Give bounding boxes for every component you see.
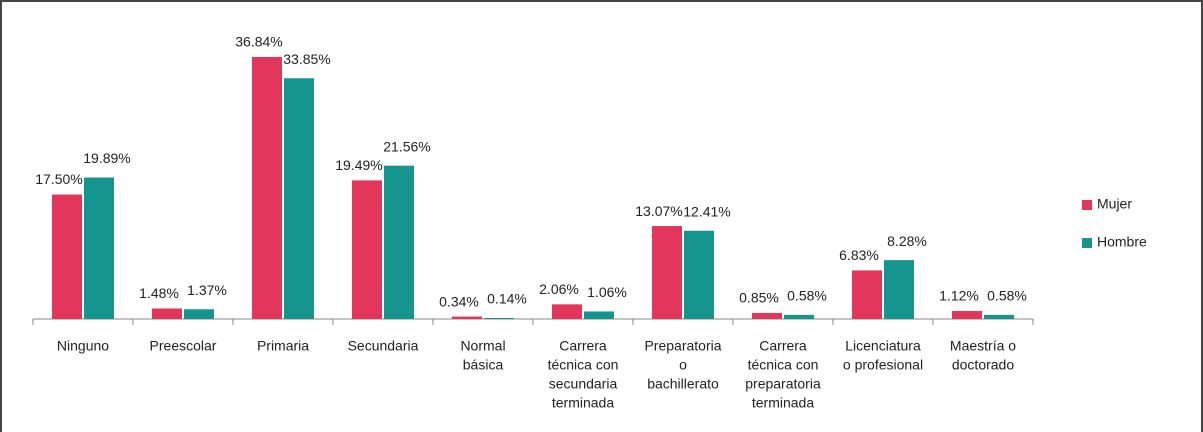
x-tick-label: o	[679, 357, 687, 373]
value-label: 8.28%	[887, 233, 927, 249]
value-label: 1.37%	[187, 282, 227, 298]
x-tick-label: Carrera	[559, 338, 607, 354]
bar	[784, 314, 814, 319]
x-tick-label: terminada	[752, 395, 814, 411]
value-label: 0.14%	[487, 291, 527, 307]
x-tick-label: técnica con	[548, 357, 619, 373]
value-label: 12.41%	[683, 203, 730, 219]
value-label: 0.58%	[787, 288, 827, 304]
value-label: 17.50%	[35, 171, 82, 187]
bar	[984, 314, 1014, 319]
bar	[184, 309, 214, 319]
value-label: 0.58%	[987, 288, 1027, 304]
bar	[284, 78, 314, 319]
value-label: 33.85%	[283, 51, 330, 67]
x-tick-label: básica	[463, 357, 504, 373]
value-label: 21.56%	[383, 138, 430, 154]
x-tick-label: Secundaria	[348, 338, 419, 354]
x-tick-label: Ninguno	[57, 338, 109, 354]
bar	[652, 226, 682, 319]
bar	[584, 311, 614, 319]
bar	[384, 165, 414, 319]
bar	[452, 316, 482, 319]
value-label: 36.84%	[235, 34, 282, 50]
value-label: 0.34%	[439, 293, 479, 309]
x-tick-label: o profesional	[843, 357, 923, 373]
bar	[52, 194, 82, 319]
bar	[352, 180, 382, 319]
legend-swatch	[1082, 200, 1092, 210]
x-tick-label: Carrera	[759, 338, 807, 354]
x-tick-label: Maestría o	[950, 338, 1016, 354]
x-tick-label: Licenciatura	[845, 338, 921, 354]
value-label: 1.12%	[939, 288, 979, 304]
bar	[684, 230, 714, 319]
bar	[484, 318, 514, 319]
bar	[752, 312, 782, 319]
bar	[852, 270, 882, 319]
value-label: 19.49%	[335, 157, 382, 173]
legend-label: Hombre	[1097, 234, 1147, 250]
legend-swatch	[1082, 238, 1092, 248]
x-tick-label: técnica con	[748, 357, 819, 373]
value-label: 13.07%	[635, 203, 682, 219]
x-tick-label: Primaria	[257, 338, 309, 354]
x-tick-label: Normal	[460, 338, 505, 354]
value-label: 6.83%	[839, 247, 879, 263]
legend-label: Mujer	[1097, 196, 1132, 212]
bar	[252, 57, 282, 319]
x-tick-label: preparatoria	[745, 376, 821, 392]
x-tick-label: doctorado	[952, 357, 1014, 373]
bar	[552, 304, 582, 319]
bar	[152, 308, 182, 319]
value-label: 0.85%	[739, 290, 779, 306]
bar	[84, 177, 114, 319]
value-label: 1.48%	[139, 285, 179, 301]
value-label: 19.89%	[83, 150, 130, 166]
x-tick-label: secundaria	[549, 376, 618, 392]
value-label: 1.06%	[587, 284, 627, 300]
x-tick-label: terminada	[552, 395, 614, 411]
x-tick-label: Preparatoria	[644, 338, 721, 354]
bar	[884, 260, 914, 319]
x-tick-label: bachillerato	[647, 376, 719, 392]
value-label: 2.06%	[539, 281, 579, 297]
x-tick-label: Preescolar	[150, 338, 217, 354]
bar	[952, 311, 982, 319]
